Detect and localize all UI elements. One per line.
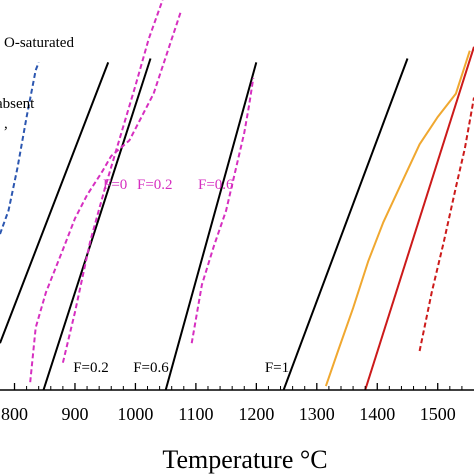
series-line-2 [42,58,152,390]
plot-area [0,0,474,391]
series-group [0,0,474,390]
series-line-3 [164,62,258,390]
x-tick-label: 1000 [117,404,153,424]
annotation-saturated: O-saturated [4,35,74,51]
label-layer: 800 900 1000 1100 1200 1300 1400 1500 F=0.2 F=0.6… [0,35,456,474]
x-tick-label: 1500 [420,404,456,424]
series-line-8 [324,50,471,387]
series-label: F=0.2 [73,360,109,376]
x-tick-label: 1200 [238,404,274,424]
series-label: F=1 [265,360,289,376]
series-line-0 [0,62,40,235]
series-label: F=0.6 [133,360,169,376]
annotation-comma: , [4,116,8,132]
series-line-1 [0,62,110,344]
x-axis-title: Temperature °C [162,445,327,474]
series-line-7 [190,77,255,344]
series-label: F=0.6 [198,177,234,193]
series-line-6 [61,0,164,363]
series-label: F=0.2 [137,177,173,193]
x-tick-label: 1400 [359,404,395,424]
x-tick-label: 800 [1,404,28,424]
x-tick-label: 900 [61,404,88,424]
series-line-10 [418,97,474,352]
series-line-9 [364,46,474,390]
annotation-absent: absent [0,96,35,112]
series-label: F=0 [103,177,127,193]
series-line-5 [29,11,182,383]
series-line-4 [282,58,409,390]
x-tick-label: 1100 [178,404,213,424]
x-tick-label: 1300 [299,404,335,424]
